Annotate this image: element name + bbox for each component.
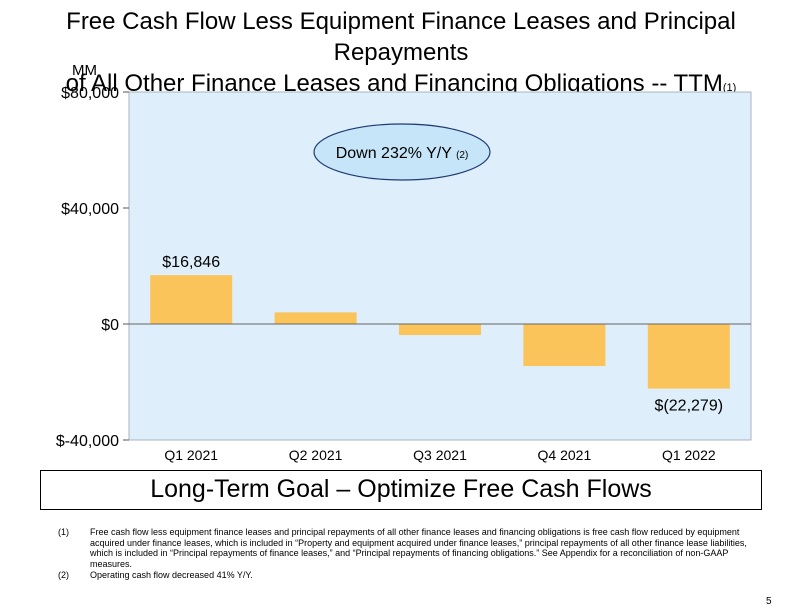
- y-axis-unit-label: MM: [72, 62, 97, 79]
- goal-banner: Long-Term Goal – Optimize Free Cash Flow…: [40, 470, 762, 510]
- y-tick-label: $40,000: [61, 201, 119, 218]
- bar: [150, 275, 233, 324]
- callout-footnote-ref: (2): [456, 150, 468, 161]
- bar: [647, 324, 730, 389]
- y-tick-label: $-40,000: [56, 433, 119, 450]
- x-tick-label: Q1 2021: [164, 447, 218, 463]
- footnote: (1) Free cash flow less equipment financ…: [58, 527, 758, 569]
- callout-ellipse: [313, 123, 491, 181]
- y-tick-label: $0: [101, 317, 119, 334]
- page-number: 5: [766, 596, 772, 607]
- y-tick-label: $80,000: [61, 85, 119, 102]
- footnote-number: (1): [58, 527, 69, 537]
- footnote-number: (2): [58, 570, 69, 580]
- footnote-text: Free cash flow less equipment finance le…: [90, 527, 747, 569]
- footnotes: (1) Free cash flow less equipment financ…: [58, 527, 758, 582]
- data-label: $(22,279): [655, 398, 724, 415]
- x-tick-label: Q1 2022: [662, 447, 716, 463]
- callout-text: Down 232% Y/Y (2): [336, 145, 469, 162]
- x-tick-label: Q3 2021: [413, 447, 467, 463]
- x-tick-label: Q2 2021: [289, 447, 343, 463]
- footnote: (2) Operating cash flow decreased 41% Y/…: [58, 570, 758, 581]
- data-label: $16,846: [162, 254, 220, 271]
- footnote-text: Operating cash flow decreased 41% Y/Y.: [90, 570, 253, 580]
- bar: [399, 324, 481, 336]
- bar-chart: $80,000 $40,000 $0 $-40,000 Q1 2021 Q2 2021 Q3…: [56, 85, 752, 463]
- bar: [523, 324, 606, 367]
- bar: [274, 312, 357, 324]
- title-footnote-ref: (1): [722, 82, 737, 94]
- title-line-1: Free Cash Flow Less Equipment Finance Le…: [66, 8, 736, 66]
- x-tick-label: Q4 2021: [538, 447, 592, 463]
